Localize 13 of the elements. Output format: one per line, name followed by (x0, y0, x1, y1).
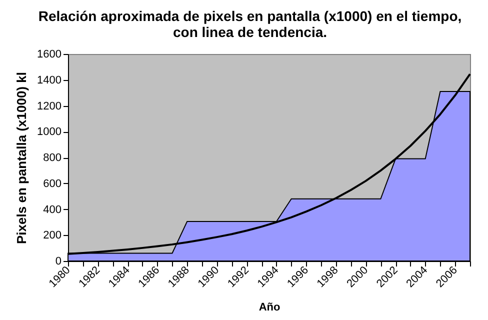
y-tick-label: 1600 (37, 48, 62, 60)
text: Relación aproximada de pixels en pantalla (x1000) en el tiempo, (38, 8, 462, 24)
y-tick-label: 800 (43, 152, 62, 164)
y-axis-title: Pixels en pantalla (x1000) kl (14, 72, 30, 244)
y-tick-label: 1000 (37, 126, 62, 138)
y-tick-label: 400 (43, 204, 62, 216)
y-tick-label: 1400 (37, 74, 62, 86)
text: con linea de tendencia. (172, 24, 328, 40)
x-axis-title: Año (258, 301, 280, 314)
y-tick-label: 200 (43, 230, 62, 242)
y-tick-label: 0 (55, 256, 62, 268)
y-tick-label: 600 (43, 178, 62, 190)
y-tick-label: 1200 (37, 100, 62, 112)
